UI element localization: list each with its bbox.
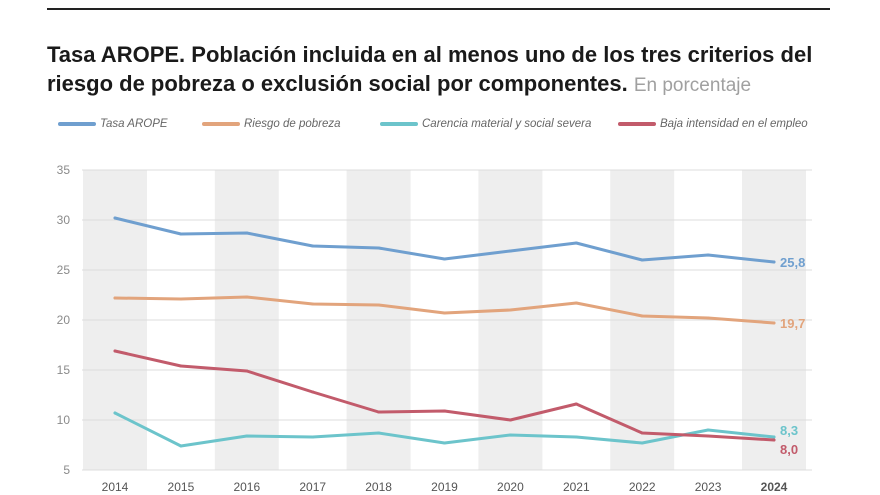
series-line-baja-intensidad-en-el-empleo	[113, 349, 776, 442]
data-point-tasa-arope-2020	[508, 249, 512, 253]
data-point-baja-intensidad-en-el-empleo-2022	[640, 431, 644, 435]
chart-title: Tasa AROPE. Población incluida en al men…	[47, 42, 813, 96]
legend-item-carencia-material[interactable]: Carencia material y social severa	[380, 118, 591, 130]
data-point-tasa-arope-2022	[640, 258, 644, 262]
data-point-baja-intensidad-en-el-empleo-2021	[574, 402, 578, 406]
x-tick-label-2021: 2021	[563, 480, 590, 494]
x-tick-label-2022: 2022	[629, 480, 656, 494]
data-point-riesgo-de-pobreza-2024	[772, 321, 776, 325]
data-point-baja-intensidad-en-el-empleo-2018	[377, 410, 381, 414]
data-point-carencia-material-y-social-severa-2017	[311, 435, 315, 439]
data-point-riesgo-de-pobreza-2016	[245, 295, 249, 299]
data-point-tasa-arope-2023	[706, 253, 710, 257]
data-point-tasa-arope-2014	[113, 216, 117, 220]
legend-swatch-riesgo-pobreza	[202, 122, 240, 126]
series-line-carencia-material-y-social-severa	[113, 411, 776, 448]
data-point-tasa-arope-2017	[311, 244, 315, 248]
end-label-baja-intensidad-en-el-empleo: 8,0	[780, 442, 798, 457]
data-point-carencia-material-y-social-severa-2014	[113, 411, 117, 415]
data-point-tasa-arope-2018	[377, 246, 381, 250]
legend-label-tasa-arope: Tasa AROPE	[100, 118, 168, 130]
data-point-carencia-material-y-social-severa-2021	[574, 435, 578, 439]
data-point-baja-intensidad-en-el-empleo-2020	[508, 418, 512, 422]
data-point-carencia-material-y-social-severa-2019	[443, 441, 446, 445]
x-tick-label-2014: 2014	[102, 480, 129, 494]
x-tick-label-2017: 2017	[299, 480, 326, 494]
data-point-riesgo-de-pobreza-2023	[706, 316, 710, 320]
y-tick-label-20: 20	[57, 313, 71, 327]
legend-item-riesgo-pobreza[interactable]: Riesgo de pobreza	[202, 118, 341, 130]
data-point-baja-intensidad-en-el-empleo-2015	[179, 364, 183, 368]
x-tick-label-2018: 2018	[365, 480, 392, 494]
data-point-tasa-arope-2024	[772, 260, 776, 264]
y-tick-label-10: 10	[57, 413, 71, 427]
data-point-tasa-arope-2019	[443, 257, 446, 261]
series-line-tasa-arope	[113, 216, 776, 264]
end-label-carencia-material-y-social-severa: 8,3	[780, 423, 798, 438]
data-point-carencia-material-y-social-severa-2015	[179, 444, 183, 448]
end-label-tasa-arope: 25,8	[780, 255, 805, 270]
data-point-carencia-material-y-social-severa-2016	[245, 434, 249, 438]
end-label-riesgo-de-pobreza: 19,7	[780, 316, 805, 331]
legend-label-baja-intensidad: Baja intensidad en el empleo	[660, 118, 808, 130]
top-rule	[47, 8, 830, 10]
y-tick-label-5: 5	[63, 463, 70, 477]
data-point-baja-intensidad-en-el-empleo-2019	[443, 409, 446, 413]
legend-swatch-tasa-arope	[58, 122, 96, 126]
x-tick-label-2024: 2024	[761, 480, 788, 494]
data-point-riesgo-de-pobreza-2022	[640, 314, 644, 318]
data-point-tasa-arope-2016	[245, 231, 249, 235]
series-line-riesgo-de-pobreza	[113, 295, 776, 325]
legend-label-carencia-material: Carencia material y social severa	[422, 118, 592, 130]
data-point-baja-intensidad-en-el-empleo-2024	[772, 438, 776, 442]
data-point-carencia-material-y-social-severa-2022	[640, 441, 644, 445]
data-point-riesgo-de-pobreza-2015	[179, 297, 183, 301]
data-point-baja-intensidad-en-el-empleo-2023	[706, 434, 710, 438]
data-point-tasa-arope-2021	[574, 241, 578, 245]
data-point-riesgo-de-pobreza-2019	[443, 311, 446, 315]
x-tick-label-2019: 2019	[431, 480, 458, 494]
data-point-carencia-material-y-social-severa-2023	[706, 428, 710, 432]
y-tick-label-35: 35	[57, 163, 71, 177]
data-point-carencia-material-y-social-severa-2020	[508, 433, 512, 437]
legend-swatch-carencia-material	[380, 122, 418, 126]
data-point-riesgo-de-pobreza-2020	[508, 308, 512, 312]
data-point-baja-intensidad-en-el-empleo-2017	[311, 390, 315, 394]
legend-item-tasa-arope[interactable]: Tasa AROPE	[58, 118, 168, 130]
data-point-riesgo-de-pobreza-2014	[113, 296, 117, 300]
chart-title-block: Tasa AROPE. Población incluida en al men…	[47, 40, 837, 100]
y-tick-label-15: 15	[57, 363, 71, 377]
y-tick-label-30: 30	[57, 213, 71, 227]
legend-item-baja-intensidad[interactable]: Baja intensidad en el empleo	[618, 118, 808, 130]
data-point-riesgo-de-pobreza-2021	[574, 301, 578, 305]
legend-swatch-baja-intensidad	[618, 122, 656, 126]
data-point-carencia-material-y-social-severa-2024	[772, 435, 776, 439]
x-tick-label-2015: 2015	[168, 480, 195, 494]
x-tick-label-2020: 2020	[497, 480, 524, 494]
data-point-carencia-material-y-social-severa-2018	[377, 431, 381, 435]
data-point-riesgo-de-pobreza-2018	[377, 303, 381, 307]
data-point-riesgo-de-pobreza-2017	[311, 302, 315, 306]
data-point-baja-intensidad-en-el-empleo-2014	[113, 349, 117, 353]
x-tick-label-2016: 2016	[233, 480, 260, 494]
y-tick-label-25: 25	[57, 263, 71, 277]
data-point-tasa-arope-2015	[179, 232, 183, 236]
legend-label-riesgo-pobreza: Riesgo de pobreza	[244, 118, 341, 130]
chart-subtitle: En porcentaje	[633, 75, 752, 96]
data-point-baja-intensidad-en-el-empleo-2016	[245, 369, 249, 373]
x-tick-label-2023: 2023	[695, 480, 722, 494]
